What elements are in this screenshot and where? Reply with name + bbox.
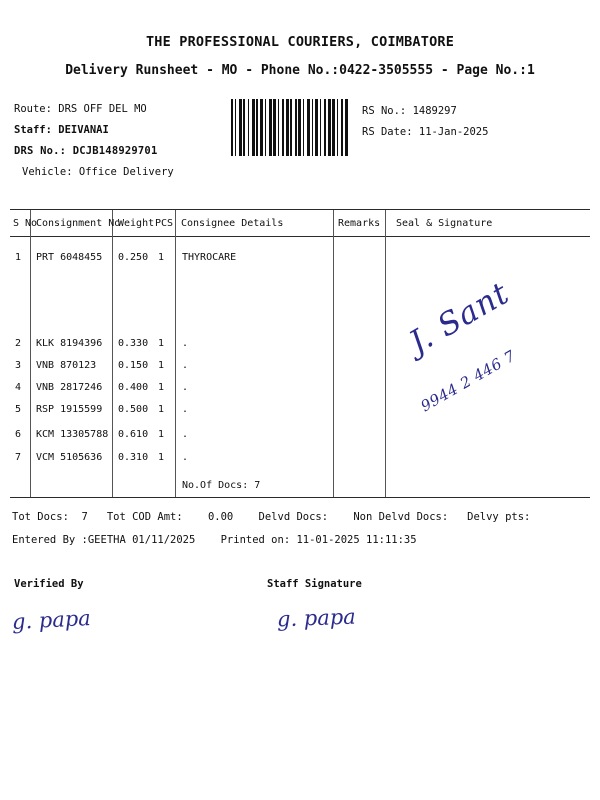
- table-row: VCM 5105636: [36, 452, 103, 463]
- rs-date-line: RS Date: 11-Jan-2025: [362, 126, 489, 138]
- table-row: 1: [158, 404, 165, 415]
- column-divider-consignee: [333, 210, 334, 497]
- table-row: PRT 6048455: [36, 252, 103, 263]
- table-row: 2: [15, 338, 22, 349]
- table-top-rule: [10, 209, 590, 210]
- table-row: 0.400: [118, 382, 149, 393]
- table-header-rule: [10, 236, 590, 237]
- column-divider-consignment: [112, 210, 113, 497]
- table-row: .: [182, 452, 189, 463]
- table-row: 7: [15, 452, 22, 463]
- entered-printed-line: Entered By :GEETHA 01/11/2025 Printed on…: [12, 534, 417, 546]
- verified-by-label: Verified By: [14, 578, 84, 590]
- staff-signature-label: Staff Signature: [267, 578, 362, 590]
- runsheet-meta-right: RS No.: 1489297 RS Date: 11-Jan-2025: [362, 101, 488, 143]
- column-header-consignee: Consignee Details: [181, 218, 284, 229]
- vehicle-line: Vehicle: Office Delivery: [22, 166, 174, 178]
- column-divider-remarks: [385, 210, 386, 497]
- column-divider-sno: [30, 210, 31, 497]
- rs-number-line: RS No.: 1489297: [362, 105, 457, 117]
- seal-phone-mark: 9944 2 446 7: [417, 346, 519, 416]
- column-divider-weight: [175, 210, 176, 497]
- table-row: 3: [15, 360, 22, 371]
- table-row: .: [182, 360, 189, 371]
- staff-signature-mark: g. papa: [276, 604, 357, 632]
- runsheet-meta-left: Route: DRS OFF DEL MO Staff: DEIVANAI DR…: [14, 99, 229, 183]
- table-row: 1: [158, 452, 165, 463]
- table-row: 1: [158, 338, 165, 349]
- column-header-sno: S No: [13, 218, 38, 229]
- table-row: 0.500: [118, 404, 149, 415]
- table-row: 6: [15, 429, 22, 440]
- drs-number-line: DRS No.: DCJB148929701: [14, 145, 158, 157]
- verified-by-mark: g. papa: [11, 605, 92, 635]
- table-row: .: [182, 404, 189, 415]
- table-row: KLK 8194396: [36, 338, 103, 349]
- column-header-remarks: Remarks: [338, 218, 381, 229]
- staff-line: Staff: DEIVANAI: [14, 124, 109, 136]
- column-header-seal: Seal & Signature: [396, 218, 493, 229]
- table-row: 1: [15, 252, 22, 263]
- table-row: 0.150: [118, 360, 149, 371]
- totals-line: Tot Docs: 7 Tot COD Amt: 0.00 Delvd Docs…: [12, 511, 531, 523]
- barcode-icon: [231, 99, 350, 156]
- table-row: THYROCARE: [182, 252, 237, 263]
- table-row: 5: [15, 404, 22, 415]
- docs-count: No.Of Docs: 7: [182, 480, 261, 491]
- seal-signature-mark: J. Sant: [403, 275, 516, 361]
- table-bottom-rule: [10, 497, 590, 498]
- table-row: 0.310: [118, 452, 149, 463]
- table-row: 0.250: [118, 252, 149, 263]
- table-row: 1: [158, 429, 165, 440]
- document-subtitle: Delivery Runsheet - MO - Phone No.:0422-…: [65, 63, 535, 78]
- table-row: .: [182, 382, 189, 393]
- table-row: RSP 1915599: [36, 404, 103, 415]
- column-header-weight: Weight: [118, 218, 155, 229]
- table-row: .: [182, 429, 189, 440]
- table-row: VNB 2817246: [36, 382, 103, 393]
- table-row: .: [182, 338, 189, 349]
- table-row: 0.610: [118, 429, 149, 440]
- column-header-pcs: PCS: [155, 218, 174, 229]
- table-row: 0.330: [118, 338, 149, 349]
- table-row: KCM 13305788: [36, 429, 109, 440]
- column-header-consignment: Consignment No: [36, 218, 121, 229]
- table-row: 1: [158, 360, 165, 371]
- table-row: 1: [158, 252, 165, 263]
- company-title: THE PROFESSIONAL COURIERS, COIMBATORE: [145, 34, 455, 50]
- table-row: 4: [15, 382, 22, 393]
- table-row: 1: [158, 382, 165, 393]
- table-row: VNB 870123: [36, 360, 97, 371]
- route-line: Route: DRS OFF DEL MO: [14, 103, 147, 115]
